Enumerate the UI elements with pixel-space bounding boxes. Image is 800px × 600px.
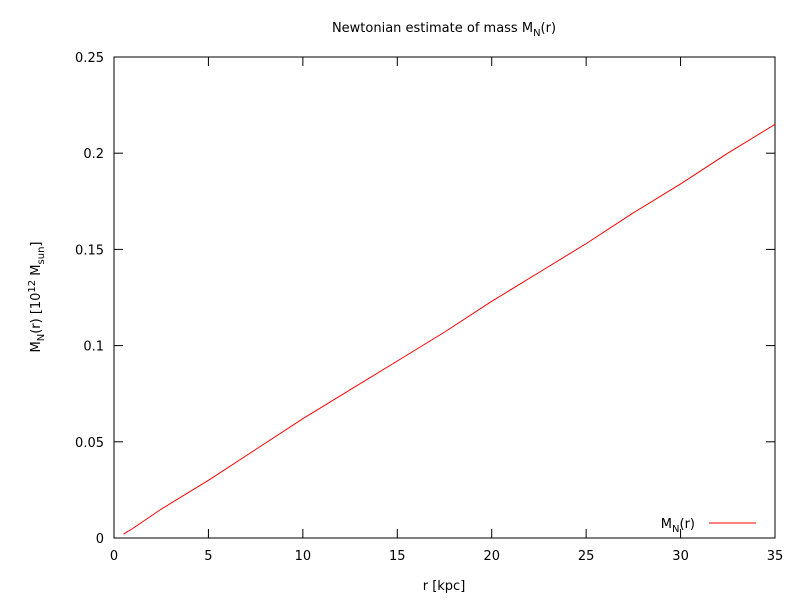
legend-label: MN(r) bbox=[661, 517, 695, 535]
y-tick-label: 0.1 bbox=[83, 340, 104, 355]
x-tick-label: 10 bbox=[295, 549, 312, 564]
x-tick-label: 0 bbox=[110, 549, 118, 564]
x-tick-label: 30 bbox=[672, 549, 689, 564]
text-run: N bbox=[672, 524, 679, 535]
text-run: 12 bbox=[27, 280, 38, 293]
plot-frame bbox=[113, 56, 776, 539]
y-tick-label: 0 bbox=[96, 532, 104, 547]
text-run: (r) bbox=[680, 517, 696, 532]
y-tick-label: 0.2 bbox=[83, 147, 104, 162]
text-run: M bbox=[29, 341, 44, 352]
x-tick-label: 5 bbox=[204, 549, 212, 564]
y-tick-label: 0.15 bbox=[75, 243, 104, 258]
x-axis-label: r [kpc] bbox=[423, 579, 466, 594]
text-run: (r) bbox=[541, 21, 557, 36]
y-axis-label: MN(r) [1012 Msun] bbox=[27, 242, 47, 353]
text-run: Newtonian estimate of mass M bbox=[332, 21, 533, 36]
x-tick-label: 15 bbox=[389, 549, 406, 564]
x-tick-label: 20 bbox=[483, 549, 500, 564]
text-run: M bbox=[29, 264, 44, 279]
text-run: N bbox=[36, 334, 47, 341]
x-tick-label: 25 bbox=[578, 549, 595, 564]
text-run: sun bbox=[36, 247, 47, 265]
chart-title: Newtonian estimate of mass MN(r) bbox=[332, 21, 556, 39]
x-tick-label: 35 bbox=[767, 549, 784, 564]
data-line bbox=[123, 123, 776, 535]
text-run: M bbox=[661, 517, 672, 532]
text-run: N bbox=[533, 28, 540, 39]
y-tick-label: 0.05 bbox=[75, 436, 104, 451]
y-tick-label: 0.25 bbox=[75, 51, 104, 66]
text-run: ] bbox=[29, 242, 44, 247]
text-run: (r) [10 bbox=[29, 293, 44, 334]
